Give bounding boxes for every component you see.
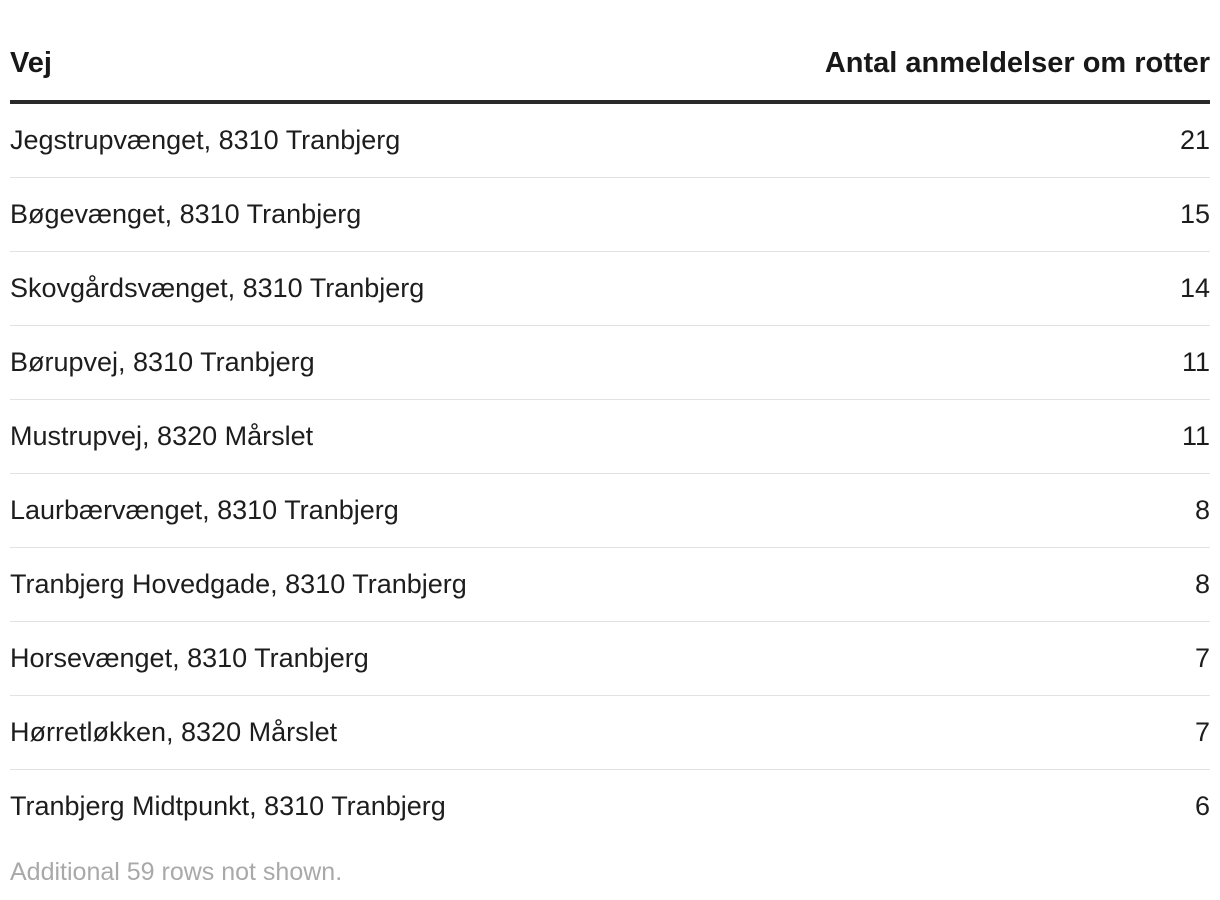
count-cell: 15 [610,177,1210,252]
count-cell: 21 [610,102,1210,178]
count-cell: 11 [610,325,1210,400]
count-cell: 8 [610,473,1210,548]
table-row: Tranbjerg Midtpunkt, 8310 Tranbjerg 6 [10,770,1210,844]
street-cell: Laurbærvænget, 8310 Tranbjerg [10,473,610,548]
street-cell: Hørretløkken, 8320 Mårslet [10,695,610,770]
table-row: Mustrupvej, 8320 Mårslet 11 [10,399,1210,474]
street-cell: Tranbjerg Midtpunkt, 8310 Tranbjerg [10,791,446,821]
count-cell: 8 [610,547,1210,622]
street-cell: Tranbjerg Hovedgade, 8310 Tranbjerg [10,547,610,622]
column-header-street-label: Vej [10,47,52,79]
count-cell: 6 [1194,791,1210,821]
data-table-container: Vej Antal anmeldelser om rotter Jegstrup… [10,0,1210,843]
table-row: Jegstrupvænget, 8310 Tranbjerg 21 [10,102,1210,178]
rows-not-shown-note: Additional 59 rows not shown. [10,858,343,886]
street-cell: Jegstrupvænget, 8310 Tranbjerg [10,102,610,178]
table-row: Laurbærvænget, 8310 Tranbjerg 8 [10,473,1210,548]
count-cell: 14 [610,251,1210,326]
table-row: Horsevænget, 8310 Tranbjerg 7 [10,621,1210,696]
rat-reports-table: Vej Antal anmeldelser om rotter Jegstrup… [10,0,1210,843]
header-row: Vej Antal anmeldelser om rotter [10,0,1210,104]
table-row: Børupvej, 8310 Tranbjerg 11 [10,325,1210,400]
street-cell: Skovgårdsvænget, 8310 Tranbjerg [10,251,610,326]
count-cell: 7 [610,621,1210,696]
column-header-street: Vej [10,0,610,104]
table-row: Hørretløkken, 8320 Mårslet 7 [10,695,1210,770]
table-header: Vej Antal anmeldelser om rotter [10,0,1210,104]
street-cell: Bøgevænget, 8310 Tranbjerg [10,177,610,252]
table-row: Bøgevænget, 8310 Tranbjerg 15 [10,177,1210,252]
column-header-count-label: Antal anmeldelser om rotter [824,47,1210,79]
count-cell: 11 [610,399,1210,474]
table-body: Jegstrupvænget, 8310 Tranbjerg 21 Bøgevæ… [10,102,1210,843]
column-header-count: Antal anmeldelser om rotter [610,0,1210,104]
street-cell: Mustrupvej, 8320 Mårslet [10,399,610,474]
street-cell: Horsevænget, 8310 Tranbjerg [10,621,610,696]
table-row: Tranbjerg Hovedgade, 8310 Tranbjerg 8 [10,547,1210,622]
count-cell: 7 [610,695,1210,770]
table-row: Skovgårdsvænget, 8310 Tranbjerg 14 [10,251,1210,326]
street-cell: Børupvej, 8310 Tranbjerg [10,325,610,400]
